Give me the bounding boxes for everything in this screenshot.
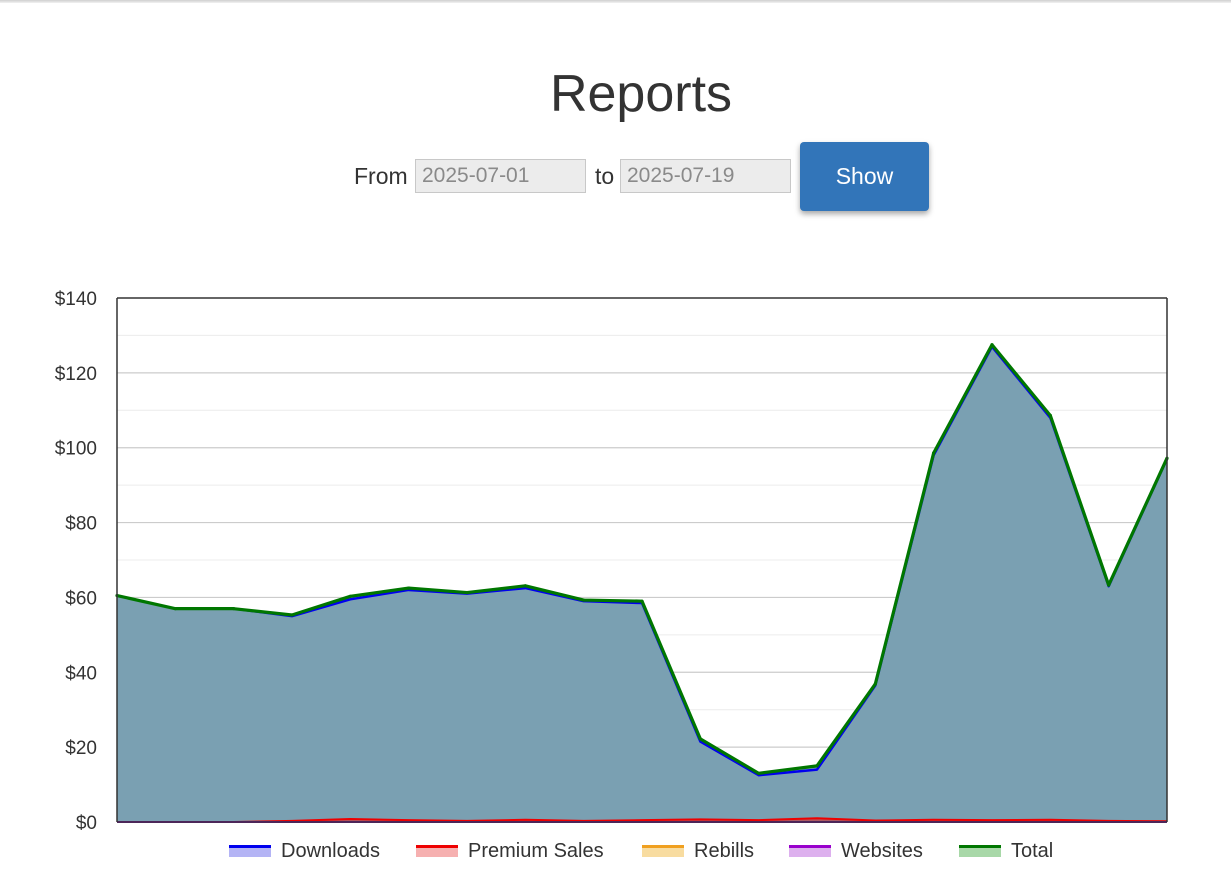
total-point [1107,583,1111,587]
revenue-chart: $0 $20 $40 $60 $80 $100 $120 $140 Downloads Prem… [0,280,1231,887]
page-title: Reports [549,65,733,123]
y-tick-label: $20 [65,738,97,759]
y-tick-label: $0 [76,813,97,834]
date-filter: From to Show [0,140,1231,212]
total-point [465,590,469,595]
from-date-input[interactable] [415,159,586,193]
total-point [932,451,936,455]
y-tick-label: $140 [55,289,97,310]
total-point [757,771,761,775]
show-button[interactable]: Show [800,142,929,211]
to-date-input[interactable] [620,159,791,193]
total-point [990,343,994,347]
legend-swatch [642,845,684,857]
legend-label: Premium Sales [468,839,604,862]
series-area-downloads [117,346,1167,822]
series-area-total [117,344,1167,822]
total-point [348,594,352,598]
series-line-premium-sales [117,817,1168,823]
y-tick-label: $80 [65,514,97,535]
chart-canvas: $0 $20 $40 $60 $80 $100 $120 $140 [55,289,1169,834]
legend-item-total[interactable]: Total [959,838,1053,864]
legend-item-premium-sales[interactable]: Premium Sales [416,838,604,864]
total-point [232,607,236,611]
y-tick-label: $100 [55,439,97,460]
total-point [582,598,586,602]
total-point [1048,413,1052,418]
legend-label: Total [1011,839,1054,862]
legend-label: Rebills [694,839,755,862]
from-label: From [354,163,408,189]
top-border [0,0,1231,3]
total-point [407,586,411,590]
total-point [873,682,877,686]
total-point [173,607,177,611]
legend-swatch [416,845,458,857]
legend-label: Websites [841,839,923,862]
total-point [815,764,819,768]
total-point [290,613,294,617]
legend-label: Downloads [281,839,380,862]
total-point [523,584,527,588]
y-tick-label: $120 [55,364,97,385]
to-label: to [595,163,615,189]
legend-swatch [229,845,271,857]
y-tick-label: $40 [65,663,97,684]
legend-swatch [959,845,1001,857]
legend-item-websites[interactable]: Websites [789,838,923,864]
legend-item-downloads[interactable]: Downloads [229,838,380,864]
legend-item-rebills[interactable]: Rebills [642,838,754,864]
total-point [640,599,644,603]
chart-legend: Downloads Premium Sales Rebills Websites Tot… [0,838,1231,868]
y-tick-label: $60 [65,588,97,609]
total-point [698,737,702,741]
legend-swatch [789,845,831,857]
